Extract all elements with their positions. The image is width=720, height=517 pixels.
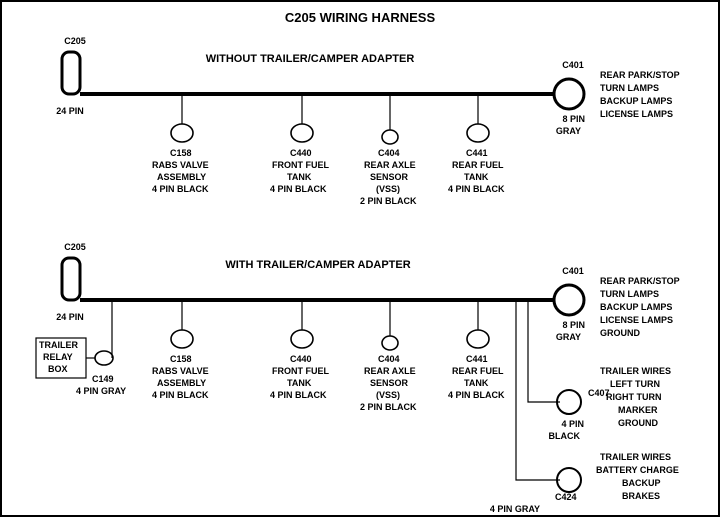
connector-c401 — [554, 79, 584, 109]
drop-connector — [467, 124, 489, 142]
section-subtitle: WITHOUT TRAILER/CAMPER ADAPTER — [206, 53, 415, 65]
connector-label: C424 — [555, 492, 577, 502]
box-label: BOX — [48, 364, 68, 374]
drop-label: 4 PIN BLACK — [448, 184, 505, 194]
signal-label: BACKUP — [622, 478, 661, 488]
signal-label: TURN LAMPS — [600, 289, 659, 299]
signal-label: TRAILER WIRES — [600, 366, 671, 376]
drop-label: 4 PIN GRAY — [76, 386, 126, 396]
signal-label: TRAILER WIRES — [600, 452, 671, 462]
drop-label: 2 PIN BLACK — [360, 402, 417, 412]
drop-label: TANK — [287, 378, 312, 388]
pin-label: 24 PIN — [56, 106, 84, 116]
drop-connector — [382, 130, 398, 144]
drop-label: TANK — [287, 172, 312, 182]
drop-label: (VSS) — [376, 184, 400, 194]
drop-label: RABS VALVE — [152, 366, 209, 376]
signal-label: TURN LAMPS — [600, 83, 659, 93]
signal-label: GROUND — [600, 328, 640, 338]
connector-c205 — [62, 52, 80, 94]
connector-label: C205 — [64, 242, 86, 252]
connector-label: C401 — [562, 266, 584, 276]
section-subtitle: WITH TRAILER/CAMPER ADAPTER — [225, 259, 410, 271]
drop-label: ASSEMBLY — [157, 172, 206, 182]
drop-label: TANK — [464, 378, 489, 388]
pin-label: GRAY — [556, 332, 581, 342]
drop-label: 4 PIN BLACK — [152, 390, 209, 400]
signal-label: BATTERY CHARGE — [596, 465, 679, 475]
drop-label: C158 — [170, 148, 192, 158]
branch-connector — [557, 468, 581, 492]
drop-label: SENSOR — [370, 172, 409, 182]
drop-connector — [291, 124, 313, 142]
drop-label: C440 — [290, 354, 312, 364]
pin-label: 8 PIN — [562, 320, 585, 330]
drop-label: ASSEMBLY — [157, 378, 206, 388]
signal-label: BACKUP LAMPS — [600, 96, 672, 106]
connector-c401 — [554, 285, 584, 315]
drop-connector — [467, 330, 489, 348]
pin-label: 24 PIN — [56, 312, 84, 322]
diagram-title: C205 WIRING HARNESS — [285, 10, 436, 25]
drop-label: REAR AXLE — [364, 160, 416, 170]
drop-label: 4 PIN BLACK — [448, 390, 505, 400]
connector-label: C205 — [64, 36, 86, 46]
drop-label: 4 PIN BLACK — [270, 390, 327, 400]
signal-label: BACKUP LAMPS — [600, 302, 672, 312]
drop-connector — [291, 330, 313, 348]
branch-line — [528, 300, 560, 402]
signal-label: LEFT TURN — [610, 379, 660, 389]
drop-label: REAR FUEL — [452, 160, 504, 170]
drop-label: 2 PIN BLACK — [360, 196, 417, 206]
drop-label: FRONT FUEL — [272, 366, 329, 376]
signal-label: BRAKES — [622, 491, 660, 501]
branch-line — [516, 300, 560, 480]
drop-label: FRONT FUEL — [272, 160, 329, 170]
signal-label: GROUND — [618, 418, 658, 428]
drop-connector — [382, 336, 398, 350]
signal-label: LICENSE LAMPS — [600, 315, 673, 325]
signal-label: LICENSE LAMPS — [600, 109, 673, 119]
pin-label: 8 PIN — [562, 114, 585, 124]
box-label: RELAY — [43, 352, 73, 362]
drop-label: 4 PIN BLACK — [152, 184, 209, 194]
signal-label: RIGHT TURN — [606, 392, 662, 402]
drop-label: C158 — [170, 354, 192, 364]
connector-label: C401 — [562, 60, 584, 70]
pin-label: GRAY — [556, 126, 581, 136]
drop-label: C404 — [378, 354, 400, 364]
drop-label: C440 — [290, 148, 312, 158]
connector-c149 — [95, 351, 113, 365]
drop-label: RABS VALVE — [152, 160, 209, 170]
signal-label: REAR PARK/STOP — [600, 276, 680, 286]
drop-label: 4 PIN BLACK — [270, 184, 327, 194]
drop-label: C441 — [466, 148, 488, 158]
drop-label: SENSOR — [370, 378, 409, 388]
drop-label: (VSS) — [376, 390, 400, 400]
pin-label: 4 PIN GRAY — [490, 504, 540, 514]
pin-label: BLACK — [549, 431, 581, 441]
drop-label: C441 — [466, 354, 488, 364]
drop-label: C404 — [378, 148, 400, 158]
pin-label: 4 PIN — [561, 419, 584, 429]
drop-connector — [171, 124, 193, 142]
drop-label: C149 — [92, 374, 114, 384]
drop-label: REAR FUEL — [452, 366, 504, 376]
signal-label: MARKER — [618, 405, 658, 415]
box-label: TRAILER — [39, 340, 78, 350]
branch-connector — [557, 390, 581, 414]
signal-label: REAR PARK/STOP — [600, 70, 680, 80]
drop-connector — [171, 330, 193, 348]
drop-label: REAR AXLE — [364, 366, 416, 376]
drop-label: TANK — [464, 172, 489, 182]
connector-c205 — [62, 258, 80, 300]
wiring-diagram: C205 WIRING HARNESS WITHOUT TRAILER/CAMPE… — [0, 0, 720, 517]
